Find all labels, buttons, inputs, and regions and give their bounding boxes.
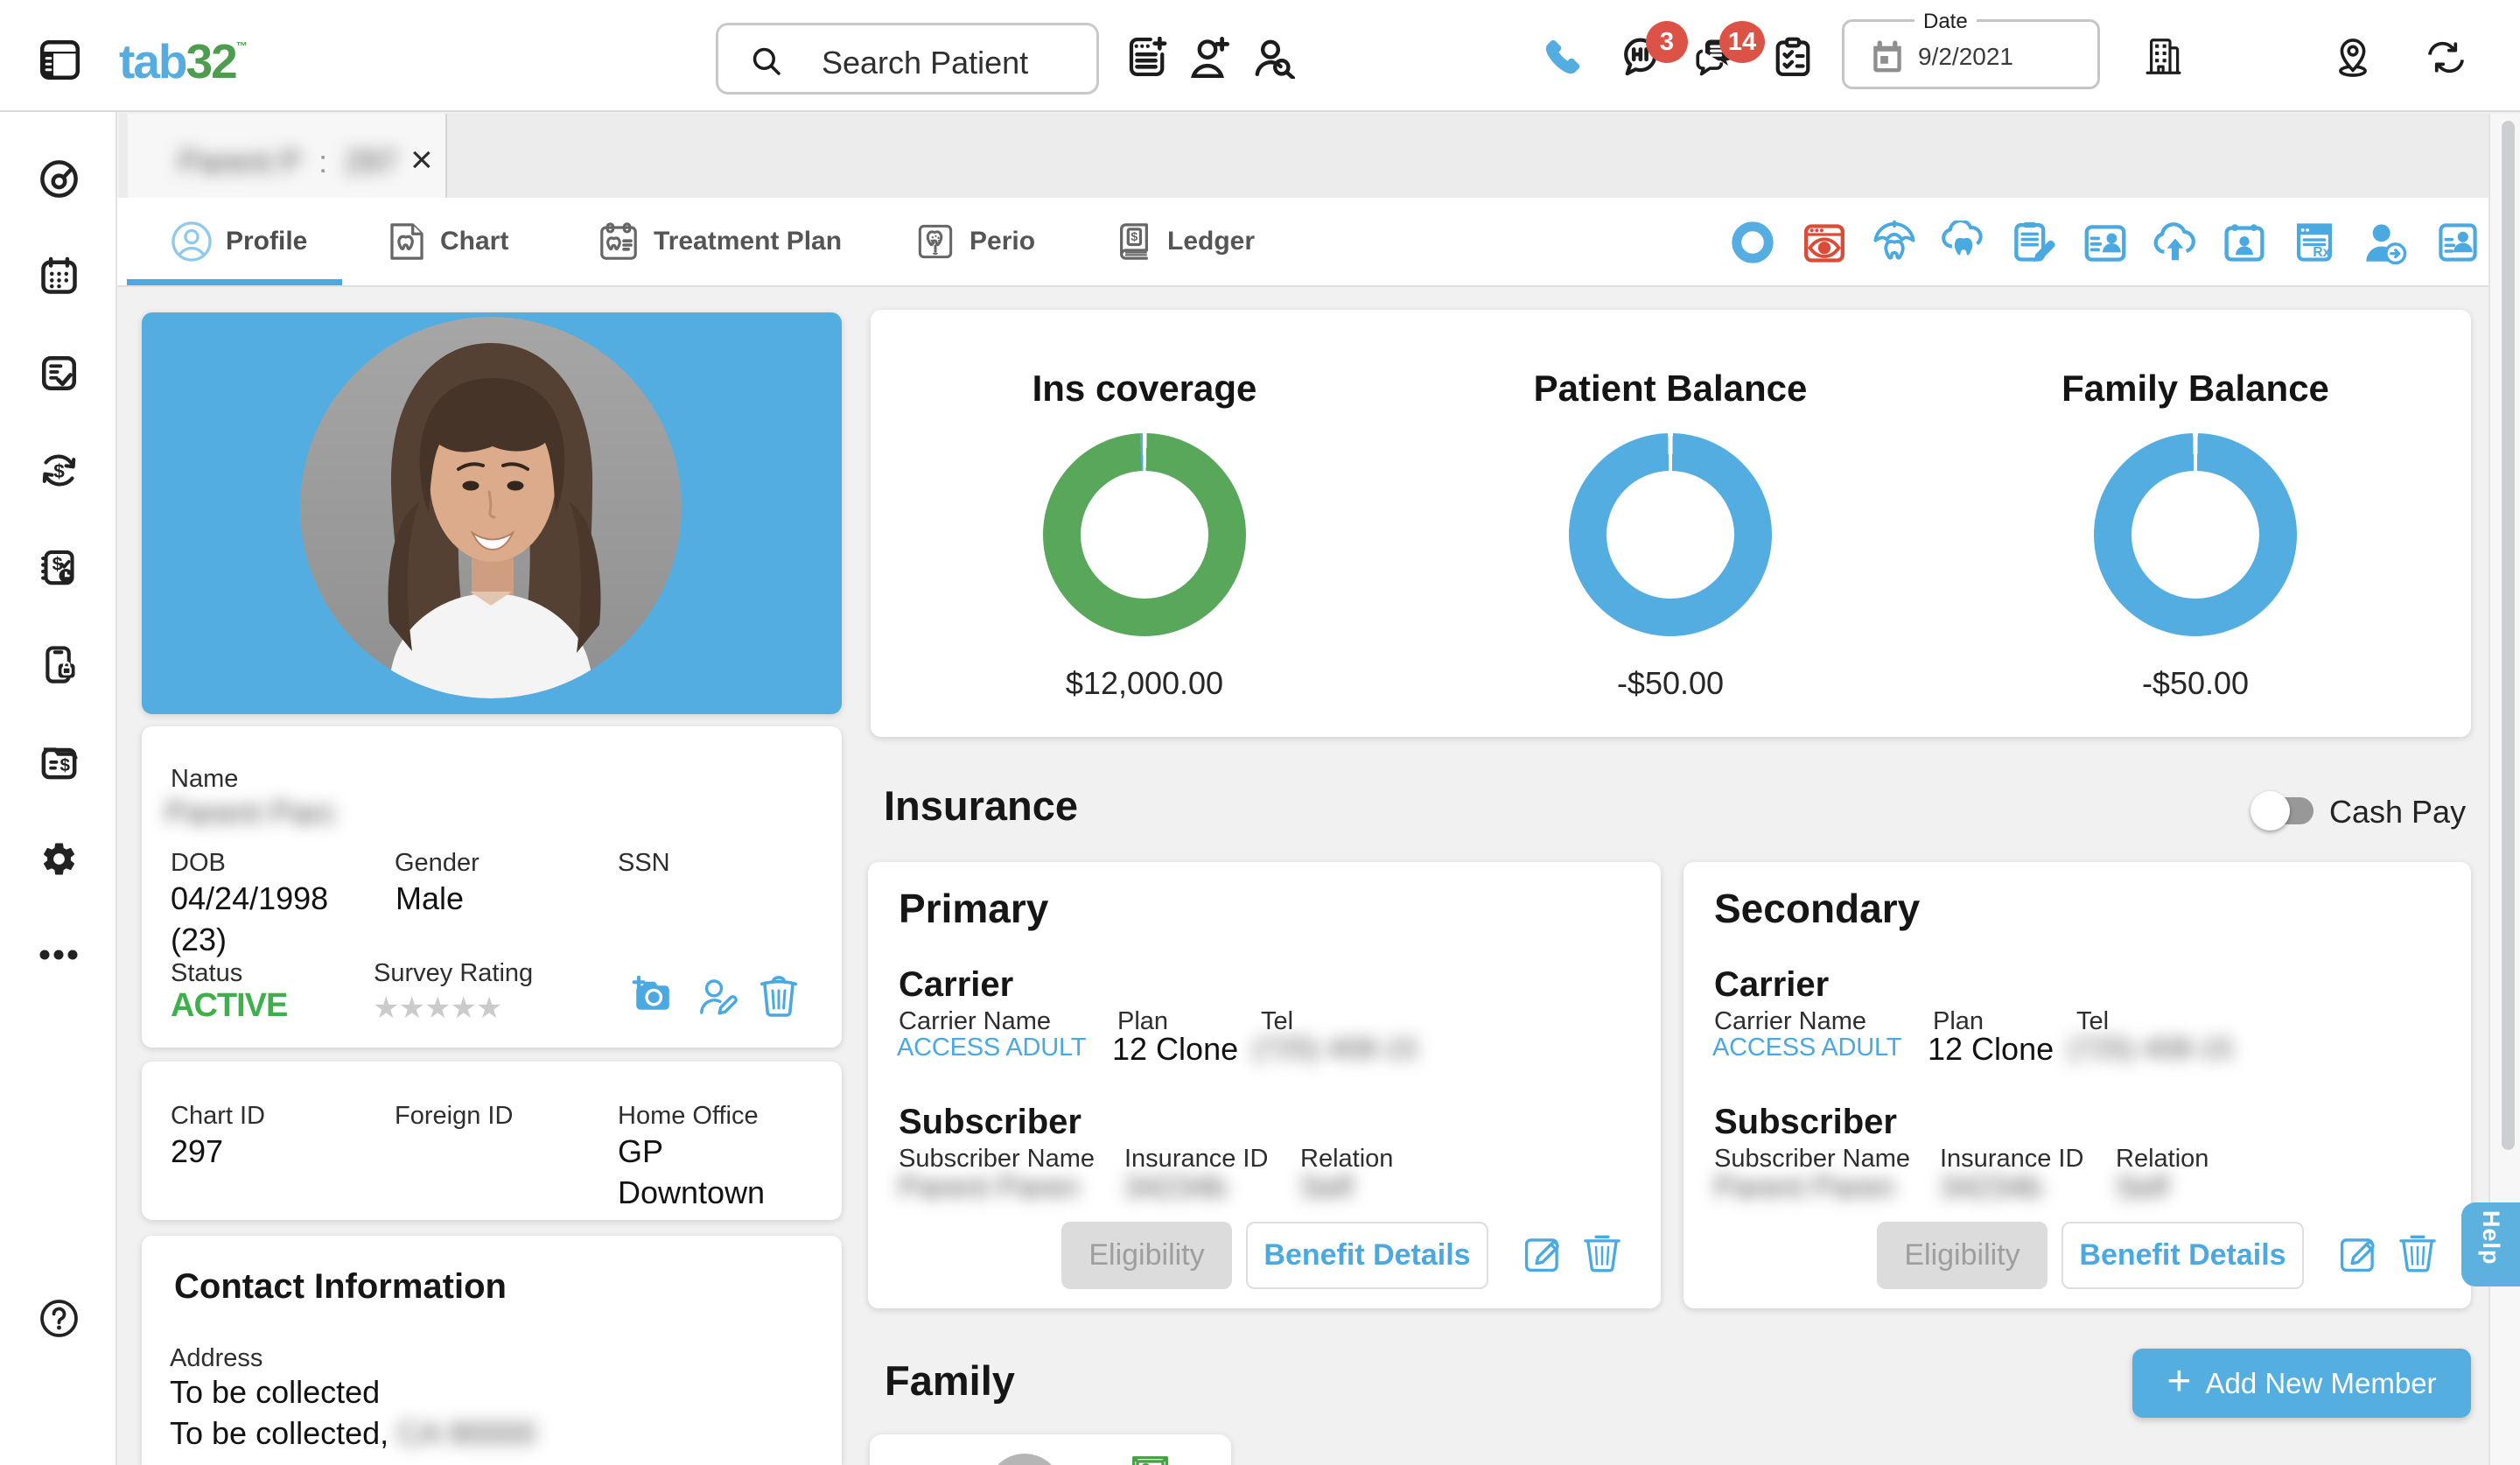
svg-text:$: $	[60, 755, 71, 775]
svg-text:$: $	[53, 460, 65, 482]
svg-text:$: $	[52, 554, 63, 575]
svg-text:$: $	[1130, 229, 1138, 243]
svg-text:Rx: Rx	[2313, 245, 2330, 260]
